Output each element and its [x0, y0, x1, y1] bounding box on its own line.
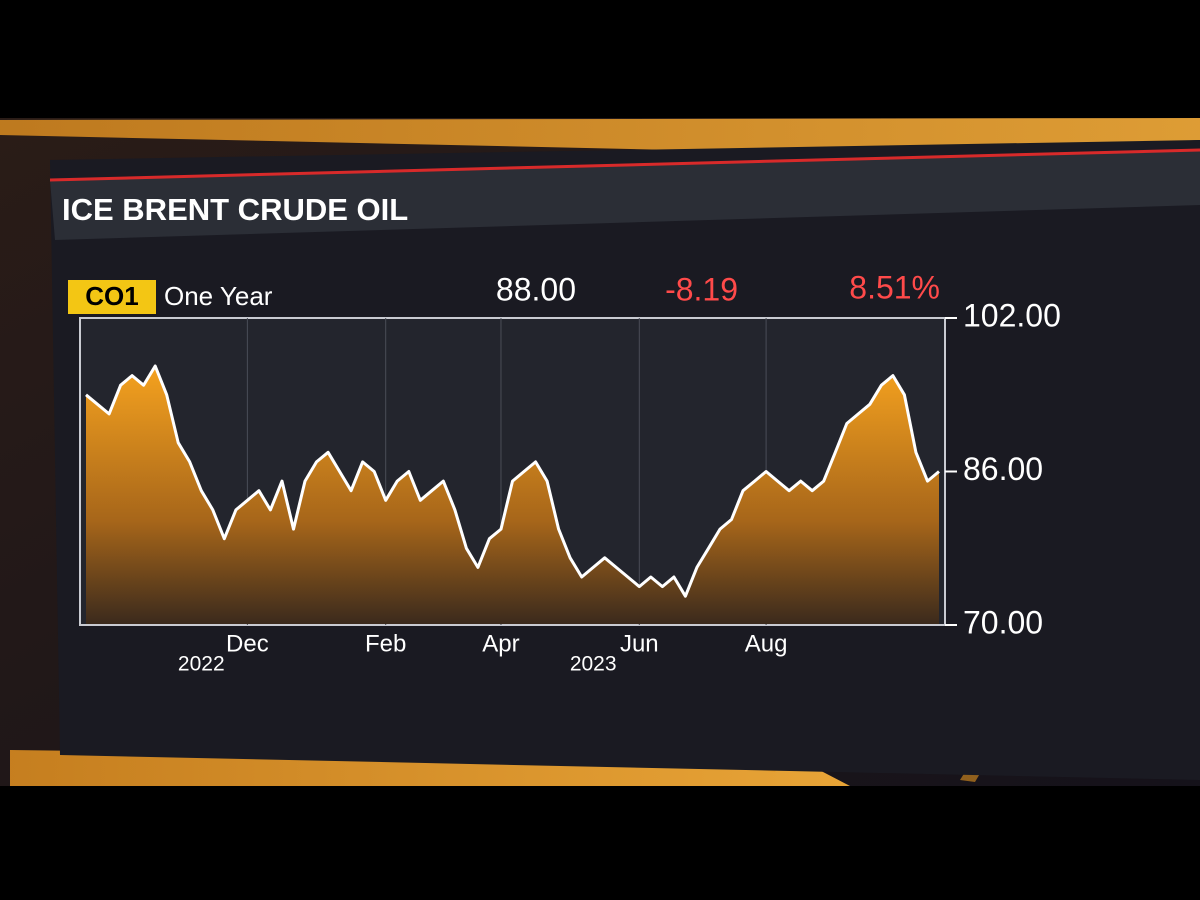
net-change: -8.19 [665, 271, 738, 307]
x-tick-label: Jun [620, 630, 659, 657]
x-tick-label: Aug [745, 630, 788, 657]
area [86, 366, 939, 624]
year-label: 2022 [178, 653, 225, 676]
x-tick-label: Feb [365, 630, 406, 657]
last-price: 88.00 [496, 271, 576, 307]
year-label: 2023 [570, 653, 617, 676]
x-tick-label: Dec [226, 630, 269, 657]
x-tick-label: Apr [482, 630, 519, 657]
chart-title: ICE BRENT CRUDE OIL [62, 192, 408, 227]
y-tick-label: 70.00 [963, 604, 1043, 640]
y-tick-label: 102.00 [963, 297, 1061, 333]
y-tick-label: 86.00 [963, 451, 1043, 487]
pct-change: 8.51% [849, 269, 940, 305]
title-rule [49, 148, 1200, 182]
period: One Year [164, 281, 273, 311]
ticker-badge [68, 280, 156, 314]
line [85, 364, 940, 598]
ticker: CO1 [85, 281, 138, 311]
